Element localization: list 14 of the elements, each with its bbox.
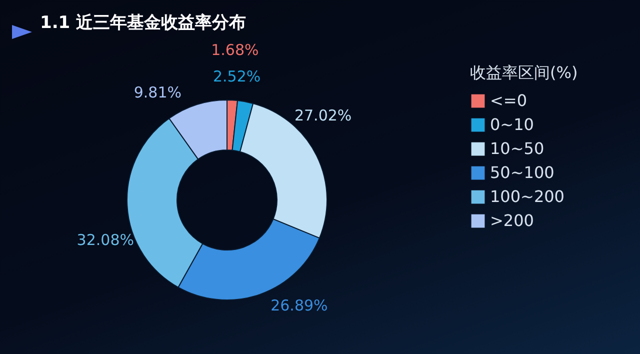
data-label: 2.52% <box>212 67 261 86</box>
data-label: 32.08% <box>76 230 134 249</box>
legend-title: 收益率区间(%) <box>470 63 578 82</box>
legend-label: >200 <box>490 211 534 230</box>
legend-label: 50~100 <box>490 163 554 182</box>
legend-label: 100~200 <box>490 187 564 206</box>
data-label: 27.02% <box>294 106 352 124</box>
data-label: 1.68% <box>211 41 259 60</box>
legend-label: 0~10 <box>490 115 534 134</box>
legend-label: 10~50 <box>490 139 544 158</box>
data-label: 9.81% <box>134 83 182 102</box>
data-label: 26.89% <box>270 296 328 315</box>
chart-title: 1.1 近三年基金收益率分布 <box>40 13 246 33</box>
legend-label: <=0 <box>490 91 527 110</box>
